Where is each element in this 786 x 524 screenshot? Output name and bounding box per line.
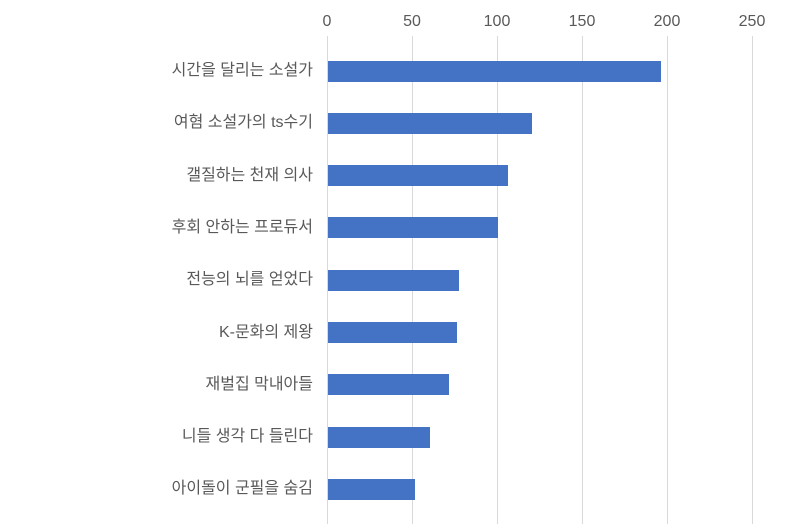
x-axis-tick-label: 50 (403, 13, 421, 30)
bar (328, 269, 459, 291)
vertical-gridline (582, 48, 583, 524)
x-axis-tick-label: 200 (653, 13, 681, 30)
x-axis-tick-mark (412, 36, 413, 48)
bar (328, 165, 509, 187)
category-label: 아이돌이 군필을 숨김 (171, 480, 313, 498)
x-axis-tick-label: 250 (738, 13, 766, 30)
x-axis-tick-mark (582, 36, 583, 48)
x-axis-tick-label: 100 (483, 13, 511, 30)
category-label: 갤질하는 천재 의사 (186, 166, 313, 184)
vertical-gridline (752, 48, 753, 524)
x-axis-tick-label: 150 (568, 13, 596, 30)
category-label: 후회 안하는 프로듀서 (171, 218, 313, 236)
bar (328, 478, 415, 500)
bar (328, 112, 532, 134)
category-label: K-문화의 제왕 (218, 323, 313, 341)
vertical-gridline (327, 48, 328, 524)
category-label: 전능의 뇌를 얻었다 (186, 271, 313, 289)
bar (328, 322, 458, 343)
category-label: 니들 생각 다 들린다 (181, 428, 313, 446)
bar (328, 374, 449, 396)
bar (328, 217, 498, 239)
x-axis-tick-mark (327, 36, 328, 48)
category-label: 여혐 소설가의 ts수기 (173, 114, 313, 132)
x-axis-tick-mark (497, 36, 498, 48)
category-label: 시간을 달리는 소설가 (171, 62, 313, 79)
bar (328, 426, 430, 448)
x-axis-tick-mark (667, 36, 668, 48)
vertical-gridline (497, 48, 498, 524)
x-axis-tick-mark (752, 36, 753, 48)
x-axis-tick-label: 0 (322, 13, 332, 30)
bar (328, 60, 662, 82)
category-label: 재벌집 막내아들 (205, 375, 314, 393)
vertical-gridline (667, 48, 668, 524)
